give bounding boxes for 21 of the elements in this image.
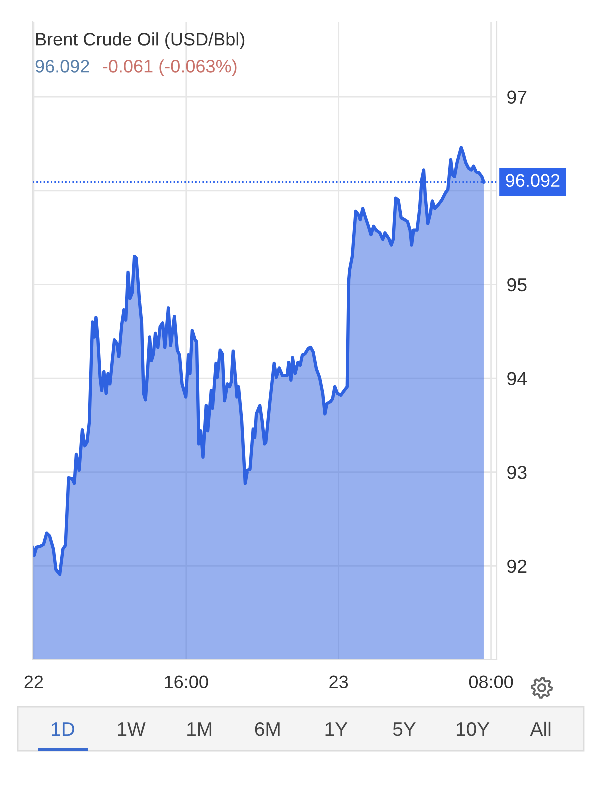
text: Brent Crude Oil (USD/Bbl) [36, 32, 245, 50]
x-tick-label: 16:00 [165, 676, 208, 689]
text: 6M [255, 722, 280, 736]
x-tick-label: 23 [330, 676, 348, 689]
text: All [530, 722, 551, 736]
text: 5Y [393, 722, 416, 736]
text: 96.092 [36, 60, 90, 73]
x-tick-label: 22 [24, 676, 44, 688]
text: 1D [52, 722, 74, 736]
text: 1M [188, 722, 212, 736]
x-tick-label: 08:00 [469, 676, 514, 689]
text: 1Y [326, 722, 348, 736]
ref-line-label: 96.092 [506, 174, 560, 188]
y-tick-label: 95 [508, 278, 527, 292]
text: 10Y [456, 722, 490, 736]
y-tick-label: 93 [508, 466, 527, 480]
y-tick-label: 92 [508, 560, 527, 574]
y-tick-label: 97 [508, 90, 527, 104]
annotation: -0.061 (-0.063%) [103, 60, 237, 76]
y-tick-label: 94 [508, 372, 528, 386]
text: 1W [118, 722, 146, 736]
